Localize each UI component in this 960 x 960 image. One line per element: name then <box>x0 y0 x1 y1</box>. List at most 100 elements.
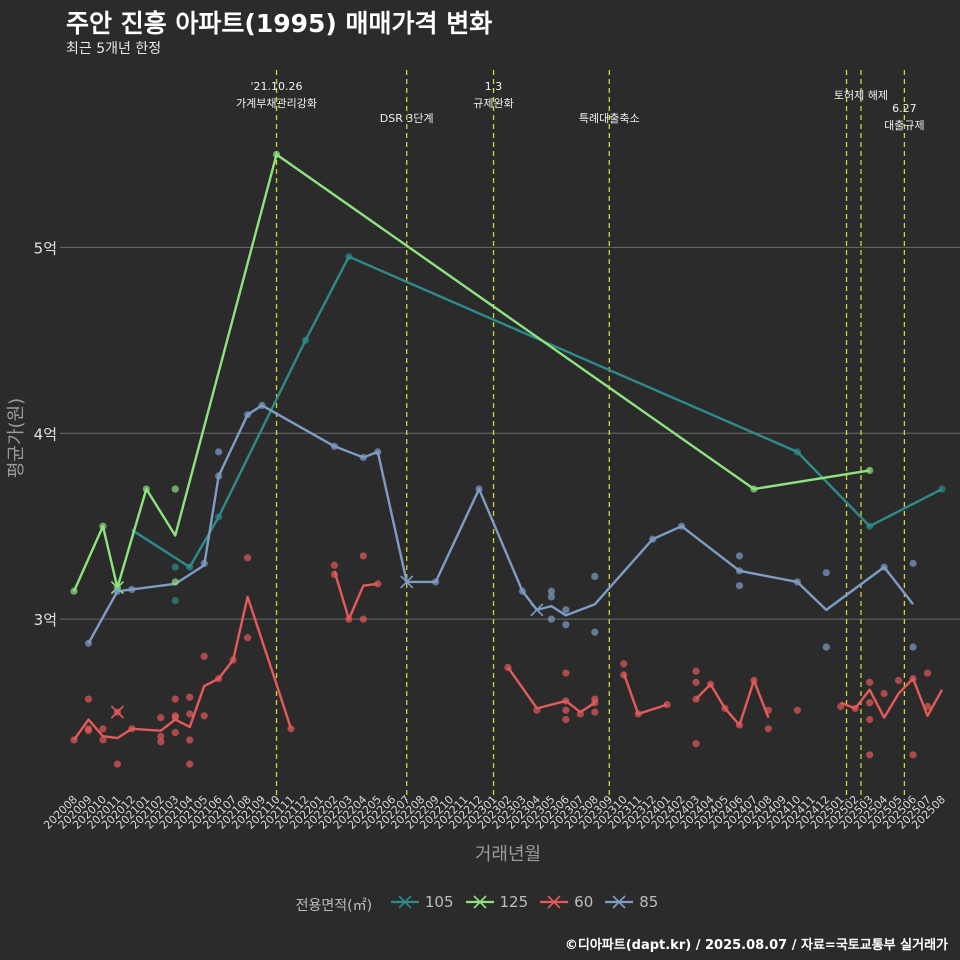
legend-key-icon <box>605 894 634 910</box>
point-85 <box>547 587 556 595</box>
series-line-60 <box>333 570 378 621</box>
point-125 <box>171 485 179 493</box>
point-105 <box>215 513 223 521</box>
point-85 <box>562 606 570 614</box>
point-60 <box>533 706 541 714</box>
legend-key-icon <box>465 894 494 910</box>
event-label: 1.3 <box>485 80 503 93</box>
point-125 <box>272 150 281 159</box>
point-85 <box>200 559 208 567</box>
point-105 <box>866 522 874 530</box>
point-60 <box>171 714 179 722</box>
point-85 <box>215 472 223 480</box>
point-60 <box>186 710 194 718</box>
point-60 <box>84 727 93 735</box>
point-60 <box>866 678 874 686</box>
point-60 <box>909 751 917 759</box>
point-60 <box>620 660 628 668</box>
point-60 <box>359 615 367 623</box>
legend-label: 125 <box>499 893 529 911</box>
point-60 <box>244 634 252 642</box>
point-105 <box>345 253 353 261</box>
point-60 <box>634 710 642 718</box>
cross-marker-85 <box>400 575 414 589</box>
point-60 <box>923 702 932 711</box>
point-85 <box>735 567 744 575</box>
point-105 <box>171 596 179 605</box>
legend-label: 85 <box>639 893 659 911</box>
point-60 <box>692 695 700 703</box>
point-60 <box>750 676 758 685</box>
point-60 <box>735 721 744 729</box>
legend-item-105: 105 <box>390 893 454 911</box>
point-60 <box>99 725 107 733</box>
point-60 <box>866 699 874 707</box>
cross-marker-85 <box>530 603 544 617</box>
point-60 <box>562 706 570 714</box>
event-label: '21.10.26 <box>251 80 303 93</box>
legend-item-60: 60 <box>540 893 593 911</box>
series-line-60 <box>507 666 596 714</box>
series-line-60 <box>695 679 770 727</box>
point-125 <box>866 466 874 475</box>
cross-marker-60 <box>110 705 124 719</box>
point-60 <box>721 704 729 712</box>
cross-marker-125 <box>110 580 124 595</box>
point-85 <box>822 569 830 577</box>
point-85 <box>518 587 527 595</box>
point-60 <box>244 554 252 562</box>
point-60 <box>923 669 932 677</box>
point-60 <box>576 710 584 718</box>
point-60 <box>84 695 93 703</box>
point-85 <box>880 563 888 571</box>
point-60 <box>591 708 599 716</box>
y-tick-label: 4억 <box>34 425 57 443</box>
point-85 <box>374 448 382 456</box>
series-line-105 <box>131 255 943 569</box>
point-60 <box>345 615 353 623</box>
point-60 <box>692 740 700 748</box>
point-85 <box>475 485 483 493</box>
legend: 전용면적(㎡) 105 125 60 85 <box>0 893 960 915</box>
source-caption: ©디아파트(dapt.kr) / 2025.08.07 / 자료=국토교통부 실… <box>564 938 948 953</box>
point-60 <box>186 736 194 744</box>
point-85 <box>359 453 367 462</box>
event-label: 대출규제 <box>884 119 924 132</box>
point-60 <box>186 760 194 768</box>
point-60 <box>157 732 165 740</box>
series-line-125 <box>72 153 870 592</box>
point-85 <box>432 578 440 586</box>
point-60 <box>99 736 107 744</box>
point-60 <box>706 680 715 688</box>
point-85 <box>649 535 657 543</box>
point-125 <box>171 578 179 586</box>
point-60 <box>374 580 382 588</box>
point-60 <box>113 760 121 768</box>
point-85 <box>113 587 121 595</box>
point-60 <box>837 702 845 711</box>
point-125 <box>70 587 78 595</box>
point-60 <box>157 714 165 722</box>
point-60 <box>866 715 874 724</box>
legend-title: 전용면적(㎡) <box>295 898 373 914</box>
point-60 <box>764 725 773 733</box>
point-105 <box>171 563 179 571</box>
point-105 <box>186 563 194 571</box>
point-105 <box>938 485 946 493</box>
point-60 <box>562 697 570 705</box>
point-85 <box>562 621 570 629</box>
legend-label: 105 <box>424 893 454 911</box>
point-125 <box>99 522 107 530</box>
point-60 <box>359 552 367 560</box>
legend-label: 60 <box>574 893 594 911</box>
point-60 <box>866 751 874 759</box>
series-line-85 <box>87 404 915 644</box>
point-60 <box>504 663 512 672</box>
point-85 <box>215 448 223 456</box>
point-60 <box>128 725 136 733</box>
point-60 <box>186 693 194 701</box>
point-60 <box>851 704 859 712</box>
event-label: 특례대출축소 <box>579 112 640 125</box>
point-125 <box>750 485 758 493</box>
